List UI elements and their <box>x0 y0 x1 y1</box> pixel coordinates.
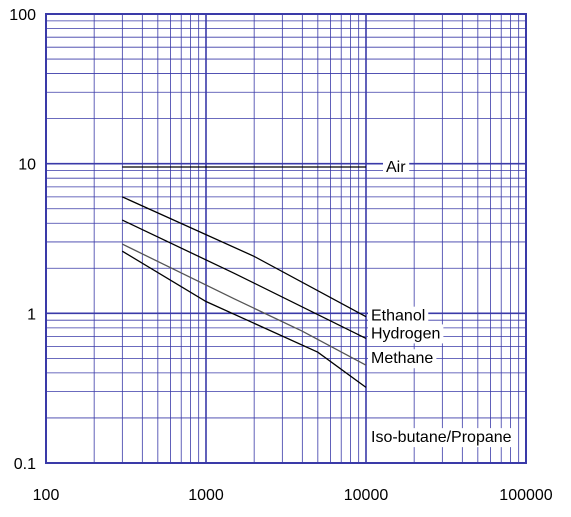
x-tick-label: 1000 <box>188 487 224 504</box>
series-lines <box>121 166 367 388</box>
series-label-hydrogen: Hydrogen <box>371 325 440 342</box>
series-label-air: Air <box>386 159 406 176</box>
series-label-methane: Methane <box>371 350 433 367</box>
y-tick-label: 100 <box>9 7 36 24</box>
plot-frame <box>45 13 527 464</box>
series-line-iso-butane-propane <box>121 250 367 388</box>
series-label-bg <box>368 306 429 326</box>
x-tick-label: 100 <box>33 487 60 504</box>
y-axis: 100 10 1 0.1 <box>9 7 36 473</box>
y-tick-label: 0.1 <box>14 456 36 473</box>
y-tick-label: 10 <box>18 157 36 174</box>
series-line-hydrogen <box>122 219 367 339</box>
y-tick-label: 1 <box>27 306 36 323</box>
series-line-methane <box>122 243 367 366</box>
series-label-bg <box>383 158 410 178</box>
series-label-bg <box>368 324 444 344</box>
grid <box>46 14 526 463</box>
series-label-bg <box>368 349 437 369</box>
x-tick-label: 100000 <box>499 487 552 504</box>
x-axis: 100 1000 10000 100000 <box>33 487 553 504</box>
series-label-iso-butane-propane: Iso-butane/Propane <box>371 429 512 446</box>
x-tick-label: 10000 <box>344 487 389 504</box>
series-line-ethanol <box>122 196 367 318</box>
series-label-ethanol: Ethanol <box>371 308 425 325</box>
series-label-bg <box>368 428 515 448</box>
